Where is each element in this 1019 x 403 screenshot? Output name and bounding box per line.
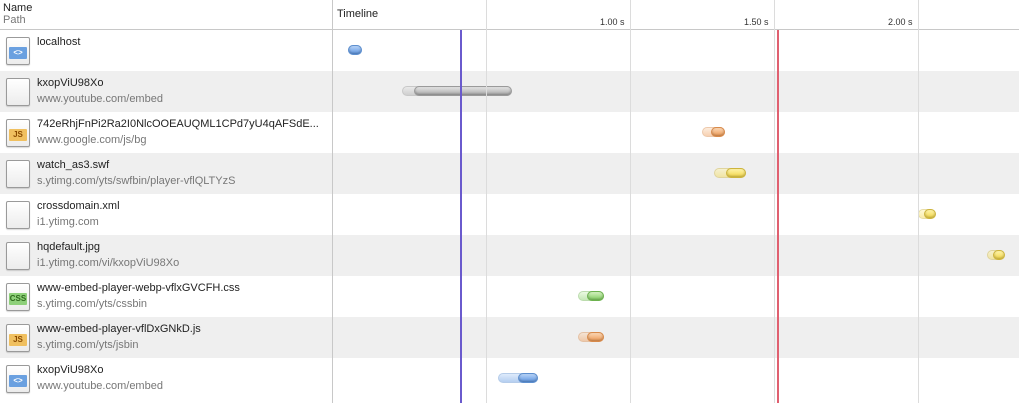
dom-content-loaded-line: [460, 30, 462, 403]
timeline-bar[interactable]: [348, 45, 362, 55]
timeline-bar[interactable]: [987, 250, 1005, 260]
blank-icon: [6, 201, 30, 229]
resource-name[interactable]: crossdomain.xml: [37, 200, 120, 212]
resource-row[interactable]: <> kxopViU98Xo www.youtube.com/embed: [0, 358, 1019, 399]
timeline-bar-receiving: [993, 250, 1005, 260]
resource-name[interactable]: www-embed-player-vflDxGNkD.js: [37, 323, 201, 335]
resource-row[interactable]: watch_as3.swf s.ytimg.com/yts/swfbin/play…: [0, 153, 1019, 194]
timeline-bar[interactable]: [402, 86, 512, 96]
blank-icon: [6, 78, 30, 106]
file-type-badge: CSS: [9, 293, 27, 305]
css-icon: CSS: [6, 283, 30, 311]
file-type-badge: JS: [9, 334, 27, 346]
resource-path: www.google.com/js/bg: [37, 134, 147, 146]
timeline-bar[interactable]: [578, 332, 604, 342]
js-icon: JS: [6, 119, 30, 147]
resource-name[interactable]: kxopViU98Xo: [37, 77, 104, 89]
resource-row[interactable]: <> localhost: [0, 30, 1019, 71]
timeline-bar[interactable]: [918, 209, 936, 219]
html-icon: <>: [6, 365, 30, 393]
timeline-bar-receiving: [587, 291, 604, 301]
resource-path: www.youtube.com/embed: [37, 93, 163, 105]
timeline-bar-receiving: [726, 168, 746, 178]
blank-icon: [6, 160, 30, 188]
timeline-bar-receiving: [711, 127, 725, 137]
resource-path: s.ytimg.com/yts/cssbin: [37, 298, 148, 310]
resource-name[interactable]: hqdefault.jpg: [37, 241, 100, 253]
column-divider[interactable]: [332, 0, 333, 403]
timeline-bar[interactable]: [498, 373, 538, 383]
resource-name[interactable]: 742eRhjFnPi2Ra2I0NlcOOEAUQML1CPd7yU4qAFS…: [37, 118, 319, 130]
resource-row[interactable]: hqdefault.jpg i1.ytimg.com/vi/kxopViU98Xo: [0, 235, 1019, 276]
network-header: Name Path Timeline 1.00 s 1.50 s 2.00 s: [0, 0, 1019, 30]
timeline-bar[interactable]: [714, 168, 746, 178]
timeline-gridline: [774, 0, 775, 403]
timeline-bar-receiving: [348, 45, 362, 55]
load-event-line: [777, 30, 779, 403]
resource-path: i1.ytimg.com: [37, 216, 99, 228]
timeline-tick-label: 1.50 s: [744, 17, 769, 27]
timeline-bar[interactable]: [578, 291, 604, 301]
resource-path: s.ytimg.com/yts/swfbin/player-vflQLTYzS: [37, 175, 236, 187]
resource-row[interactable]: crossdomain.xml i1.ytimg.com: [0, 194, 1019, 235]
resource-row[interactable]: JS www-embed-player-vflDxGNkD.js s.ytimg.c…: [0, 317, 1019, 358]
blank-icon: [6, 242, 30, 270]
js-icon: JS: [6, 324, 30, 352]
timeline-gridline: [486, 0, 487, 403]
resource-row[interactable]: kxopViU98Xo www.youtube.com/embed: [0, 71, 1019, 112]
timeline-bar-receiving: [587, 332, 604, 342]
timeline-bar-receiving: [518, 373, 538, 383]
resource-name[interactable]: www-embed-player-webp-vflxGVCFH.css: [37, 282, 240, 294]
timeline-column-header[interactable]: Timeline: [337, 8, 379, 20]
timeline-tick-label: 2.00 s: [888, 17, 913, 27]
file-type-badge: <>: [9, 47, 27, 59]
file-type-badge: <>: [9, 375, 27, 387]
resource-name[interactable]: kxopViU98Xo: [37, 364, 104, 376]
timeline-bar-receiving: [414, 86, 512, 96]
html-icon: <>: [6, 37, 30, 65]
name-column-header[interactable]: Name: [3, 2, 33, 14]
resource-row[interactable]: JS 742eRhjFnPi2Ra2I0NlcOOEAUQML1CPd7yU4qA…: [0, 112, 1019, 153]
resource-path: www.youtube.com/embed: [37, 380, 163, 392]
file-type-badge: JS: [9, 129, 27, 141]
timeline-gridline: [918, 0, 919, 403]
resource-name[interactable]: localhost: [37, 36, 81, 48]
timeline-tick-label: 1.00 s: [600, 17, 625, 27]
resource-path: i1.ytimg.com/vi/kxopViU98Xo: [37, 257, 180, 269]
path-column-header[interactable]: Path: [3, 14, 26, 26]
resource-name[interactable]: watch_as3.swf: [37, 159, 110, 171]
resource-row[interactable]: CSS www-embed-player-webp-vflxGVCFH.css s.…: [0, 276, 1019, 317]
timeline-gridline: [630, 0, 631, 403]
resource-path: s.ytimg.com/yts/jsbin: [37, 339, 139, 351]
timeline-bar[interactable]: [702, 127, 725, 137]
timeline-bar-receiving: [924, 209, 936, 219]
